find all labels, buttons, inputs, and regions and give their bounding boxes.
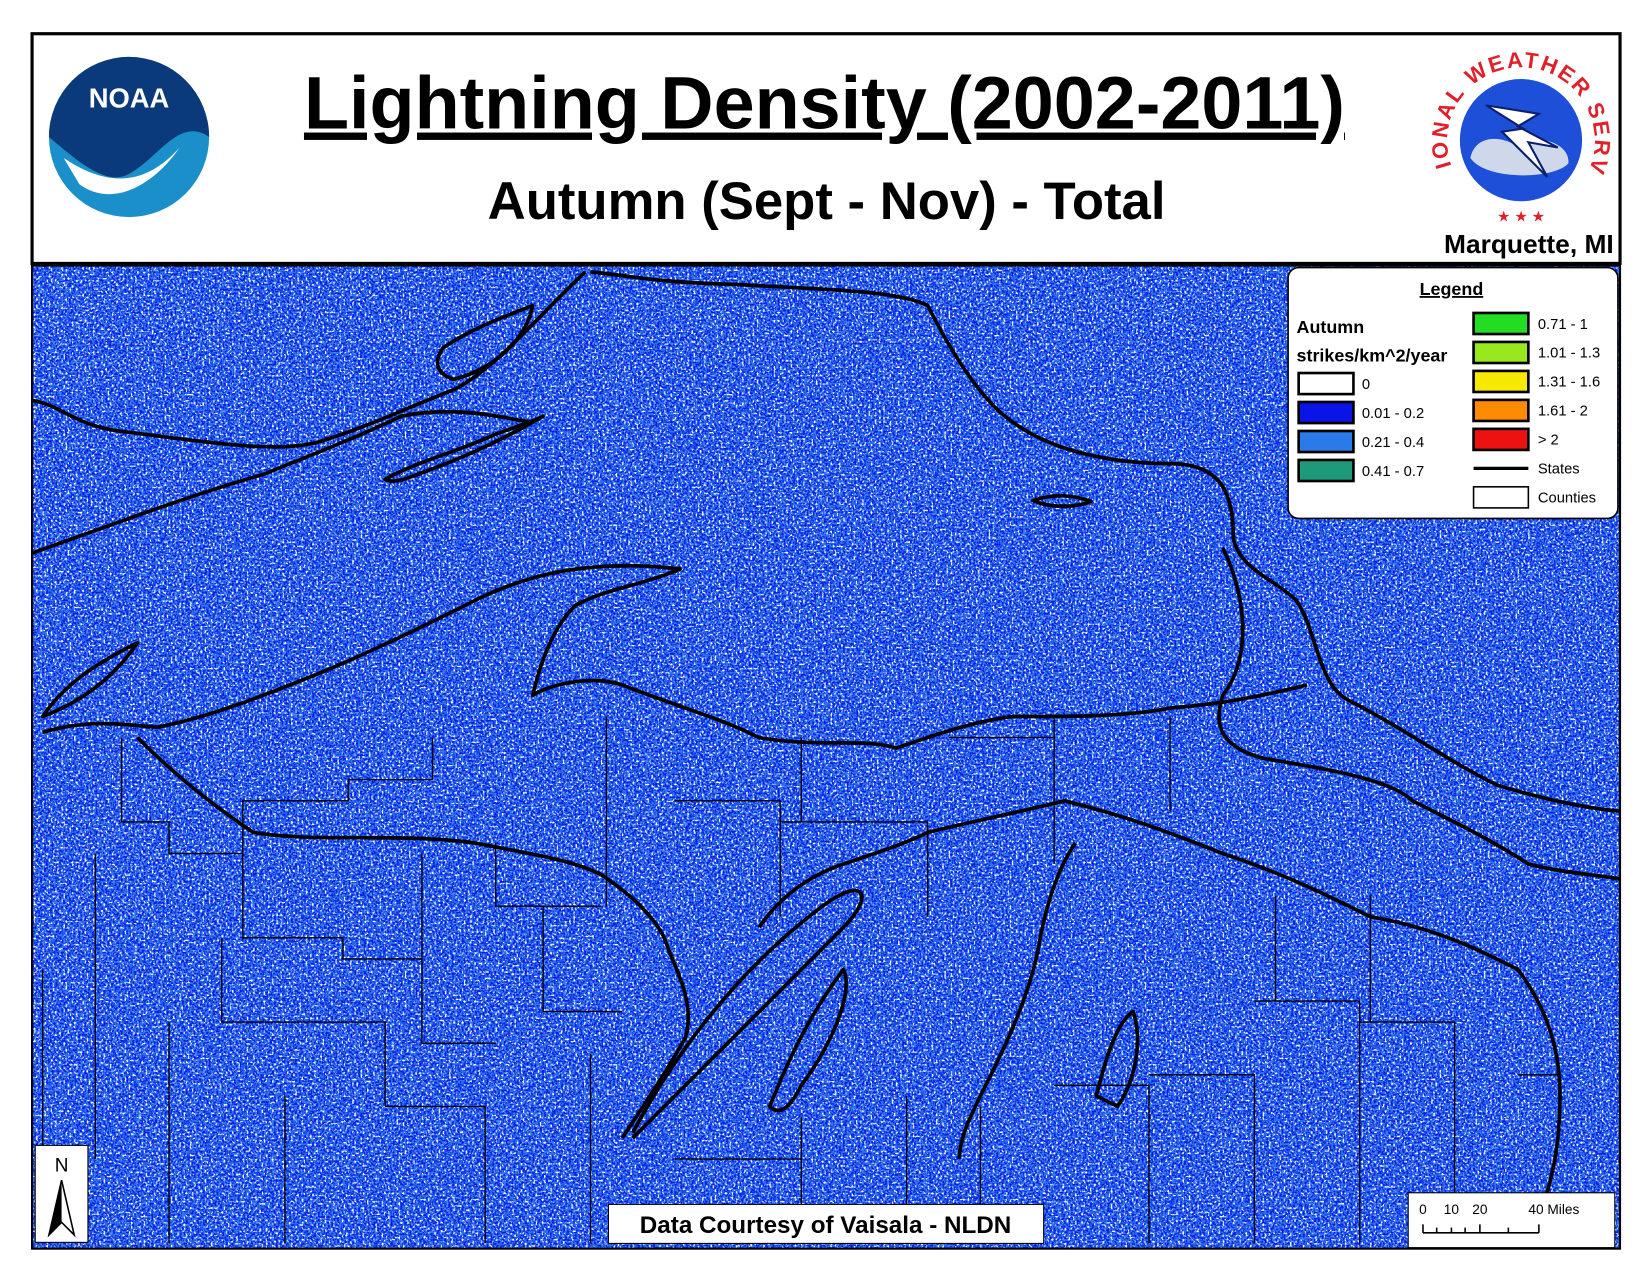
scale-label: 10 bbox=[1444, 1202, 1460, 1217]
legend-season: Autumn bbox=[1297, 317, 1365, 337]
legend-label: States bbox=[1538, 462, 1580, 478]
legend-swatch bbox=[1297, 458, 1355, 483]
legend-label: Counties bbox=[1538, 491, 1596, 507]
scale-bar: 0 10 20 40 Miles bbox=[1407, 1192, 1616, 1249]
scale-label: 40 Miles bbox=[1528, 1202, 1579, 1217]
legend-swatch bbox=[1472, 311, 1530, 336]
legend-label: 1.31 - 1.6 bbox=[1538, 375, 1600, 391]
legend-swatch bbox=[1297, 429, 1355, 454]
legend-swatch bbox=[1472, 340, 1530, 365]
state-lines bbox=[32, 270, 1621, 1202]
legend-label: 1.61 - 2 bbox=[1538, 404, 1588, 420]
header-box bbox=[30, 32, 1622, 266]
legend: Legend Autumn strikes/km^2/year 0 0.01 - … bbox=[1287, 266, 1619, 520]
legend-swatch bbox=[1472, 398, 1530, 423]
scale-label: 0 bbox=[1419, 1202, 1427, 1217]
legend-label: 0.01 - 0.2 bbox=[1362, 406, 1424, 422]
north-label: N bbox=[55, 1156, 69, 1177]
legend-label: 0 bbox=[1362, 377, 1370, 393]
scale-label: 20 bbox=[1472, 1202, 1488, 1217]
legend-swatch bbox=[1297, 371, 1355, 396]
legend-box-symbol bbox=[1472, 486, 1530, 509]
north-arrow: N bbox=[34, 1144, 89, 1243]
legend-swatch bbox=[1472, 427, 1530, 452]
map-subtitle: Autumn (Sept - Nov) - Total bbox=[488, 172, 1166, 231]
map-area bbox=[32, 265, 1621, 1249]
legend-title: Legend bbox=[1420, 279, 1484, 299]
legend-box bbox=[1287, 266, 1619, 520]
noaa-text: NOAA bbox=[89, 82, 170, 113]
legend-label: 0.41 - 0.7 bbox=[1362, 464, 1424, 480]
office-name: Marquette, MI bbox=[1444, 229, 1614, 259]
legend-label: 1.01 - 1.3 bbox=[1538, 346, 1600, 362]
credit-box bbox=[607, 1203, 1045, 1244]
legend-swatch bbox=[1297, 400, 1355, 425]
data-credit: Data Courtesy of Vaisala - NLDN bbox=[640, 1212, 1011, 1239]
noaa-logo: NOAA bbox=[48, 56, 210, 218]
map-title: Lightning Density (2002-2011) bbox=[304, 62, 1345, 145]
legend-swatch bbox=[1472, 369, 1530, 394]
legend-label: 0.71 - 1 bbox=[1538, 317, 1588, 333]
map-frame bbox=[31, 264, 1622, 1250]
svg-text:★ ★ ★: ★ ★ ★ bbox=[1497, 209, 1545, 225]
legend-units: strikes/km^2/year bbox=[1297, 345, 1448, 365]
legend-label: 0.21 - 0.4 bbox=[1362, 435, 1424, 451]
legend-label: > 2 bbox=[1538, 433, 1559, 449]
